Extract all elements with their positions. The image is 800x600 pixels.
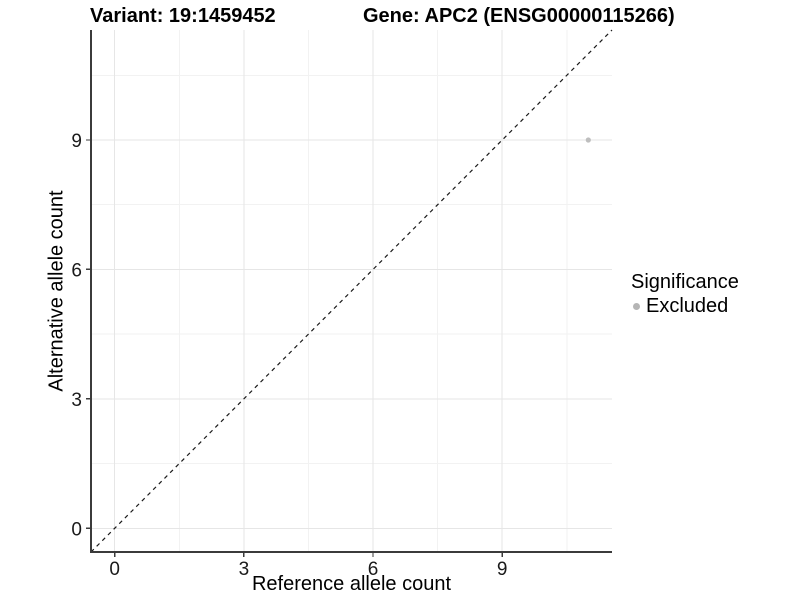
y-tick-label: 9	[71, 131, 82, 152]
variant-title: Variant: 19:1459452	[90, 5, 276, 27]
x-tick-label: 0	[109, 559, 120, 580]
x-axis-title: Reference allele count	[251, 573, 451, 595]
y-tick-label: 0	[71, 519, 82, 540]
legend-item-excluded: Excluded	[631, 295, 739, 318]
x-tick-label: 3	[239, 559, 250, 580]
x-tick-label: 6	[368, 559, 379, 580]
y-tick-label: 3	[71, 390, 82, 411]
gene-title: Gene: APC2 (ENSG00000115266)	[363, 5, 675, 27]
legend-title: Significance	[631, 271, 739, 293]
legend-item-label: Excluded	[646, 295, 729, 317]
y-tick-label: 6	[71, 260, 82, 281]
identity-line	[90, 29, 613, 553]
legend-key-dot	[633, 303, 640, 310]
y-axis-title: Alternative allele count	[45, 190, 68, 392]
legend: Significance Excluded	[631, 271, 739, 318]
x-tick-label: 9	[497, 559, 508, 580]
data-point-excluded	[585, 137, 591, 143]
